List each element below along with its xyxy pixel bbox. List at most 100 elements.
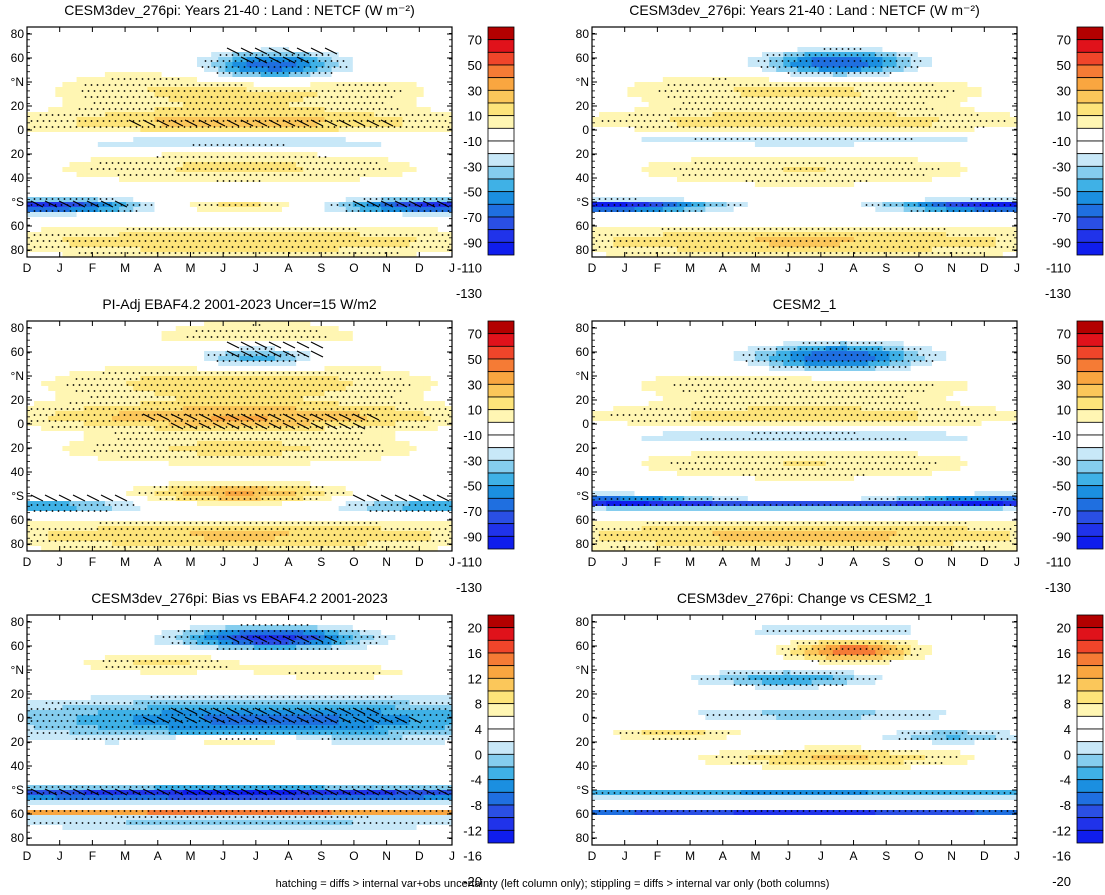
stipple-dot — [435, 234, 438, 236]
heatmap-cell — [90, 137, 99, 143]
stipple-dot — [330, 108, 333, 110]
stipple-dot — [126, 108, 129, 110]
stipple-dot — [327, 54, 330, 56]
stipple-dot — [45, 210, 48, 212]
stipple-dot — [207, 114, 210, 116]
stipple-dot — [249, 246, 252, 248]
heatmap-cell — [444, 192, 453, 198]
stipple-dot — [216, 84, 219, 86]
heatmap-cell — [69, 242, 78, 248]
heatmap-cell — [359, 72, 368, 78]
heatmap-cell — [430, 237, 439, 243]
heatmap-cell — [910, 77, 919, 83]
stipple-dot — [141, 162, 144, 164]
heatmap-cell — [338, 157, 347, 163]
stipple-dot — [324, 96, 327, 98]
heatmap-cell — [939, 37, 947, 43]
heatmap-cell — [97, 167, 106, 173]
heatmap-cell — [783, 72, 791, 78]
heatmap-cell — [388, 252, 396, 258]
stipple-dot — [351, 246, 354, 248]
heatmap-cell — [705, 47, 714, 53]
heatmap-cell — [648, 67, 657, 73]
heatmap-cell — [627, 57, 636, 63]
heatmap-cell — [147, 232, 156, 238]
heatmap-cell — [76, 67, 85, 73]
stipple-dot — [309, 102, 312, 104]
heatmap-cell — [790, 77, 799, 83]
heatmap-cell — [310, 152, 319, 158]
stipple-dot — [141, 114, 144, 116]
stipple-dot — [315, 66, 318, 68]
stipple-dot — [309, 54, 312, 56]
heatmap-cell — [388, 82, 396, 88]
heatmap-cell — [55, 47, 64, 53]
heatmap-cell — [119, 112, 127, 118]
heatmap-cell — [402, 222, 411, 228]
heatmap-cell — [282, 247, 290, 253]
heatmap-cell — [634, 57, 643, 63]
heatmap-cell — [776, 67, 784, 73]
heatmap-cell — [204, 102, 212, 108]
heatmap-cell — [289, 77, 297, 83]
heatmap-cell — [55, 142, 64, 148]
heatmap-cell — [338, 197, 347, 203]
heatmap-cell — [317, 62, 326, 68]
heatmap-cell — [960, 57, 969, 63]
heatmap-cell — [90, 82, 99, 88]
heatmap-cell — [967, 62, 976, 68]
stipple-dot — [252, 180, 255, 182]
heatmap-cell — [41, 72, 49, 78]
stipple-dot — [213, 66, 216, 68]
heatmap-cell — [868, 27, 876, 33]
stipple-dot — [369, 114, 372, 116]
heatmap-cell — [239, 207, 248, 213]
heatmap-cell — [274, 137, 283, 143]
heatmap-cell — [289, 27, 297, 33]
stipple-dot — [429, 114, 432, 116]
heatmap-cell — [140, 192, 149, 198]
heatmap-cell — [126, 97, 134, 103]
heatmap-cell — [34, 252, 42, 258]
heatmap-cell — [303, 187, 311, 193]
heatmap-cell — [182, 187, 191, 193]
heatmap-cell — [197, 72, 205, 78]
stipple-dot — [306, 72, 309, 74]
stipple-dot — [360, 168, 363, 170]
heatmap-cell — [62, 112, 71, 118]
heatmap-cell — [161, 142, 170, 148]
heatmap-cell — [218, 102, 226, 108]
heatmap-cell — [409, 97, 418, 103]
heatmap-cell — [133, 217, 141, 223]
stipple-dot — [432, 240, 435, 242]
heatmap-cell — [338, 82, 347, 88]
heatmap-cell — [698, 82, 706, 88]
heatmap-cell — [352, 37, 361, 43]
stipple-dot — [219, 234, 222, 236]
stipple-dot — [264, 168, 267, 170]
stipple-dot — [276, 204, 279, 206]
heatmap-cell — [359, 132, 368, 138]
stipple-dot — [231, 162, 234, 164]
heatmap-cell — [239, 67, 248, 73]
heatmap-cell — [204, 177, 212, 183]
stipple-dot — [312, 72, 315, 74]
stipple-dot — [240, 228, 243, 230]
stipple-dot — [345, 66, 348, 68]
heatmap-cell — [953, 92, 961, 98]
heatmap-cell — [34, 132, 42, 138]
heatmap-cell — [395, 117, 404, 123]
heatmap-cell — [847, 37, 855, 43]
stipple-dot — [237, 234, 240, 236]
heatmap-cell — [620, 27, 629, 33]
heatmap-cell — [62, 47, 71, 53]
heatmap-cell — [310, 237, 319, 243]
heatmap-cell — [119, 107, 127, 113]
stipple-dot — [132, 96, 135, 98]
heatmap-cell — [274, 127, 283, 133]
stipple-dot — [294, 96, 297, 98]
heatmap-cell — [804, 87, 813, 93]
heatmap-cell — [995, 52, 1004, 58]
heatmap-cell — [133, 32, 141, 38]
heatmap-cell — [416, 247, 425, 253]
